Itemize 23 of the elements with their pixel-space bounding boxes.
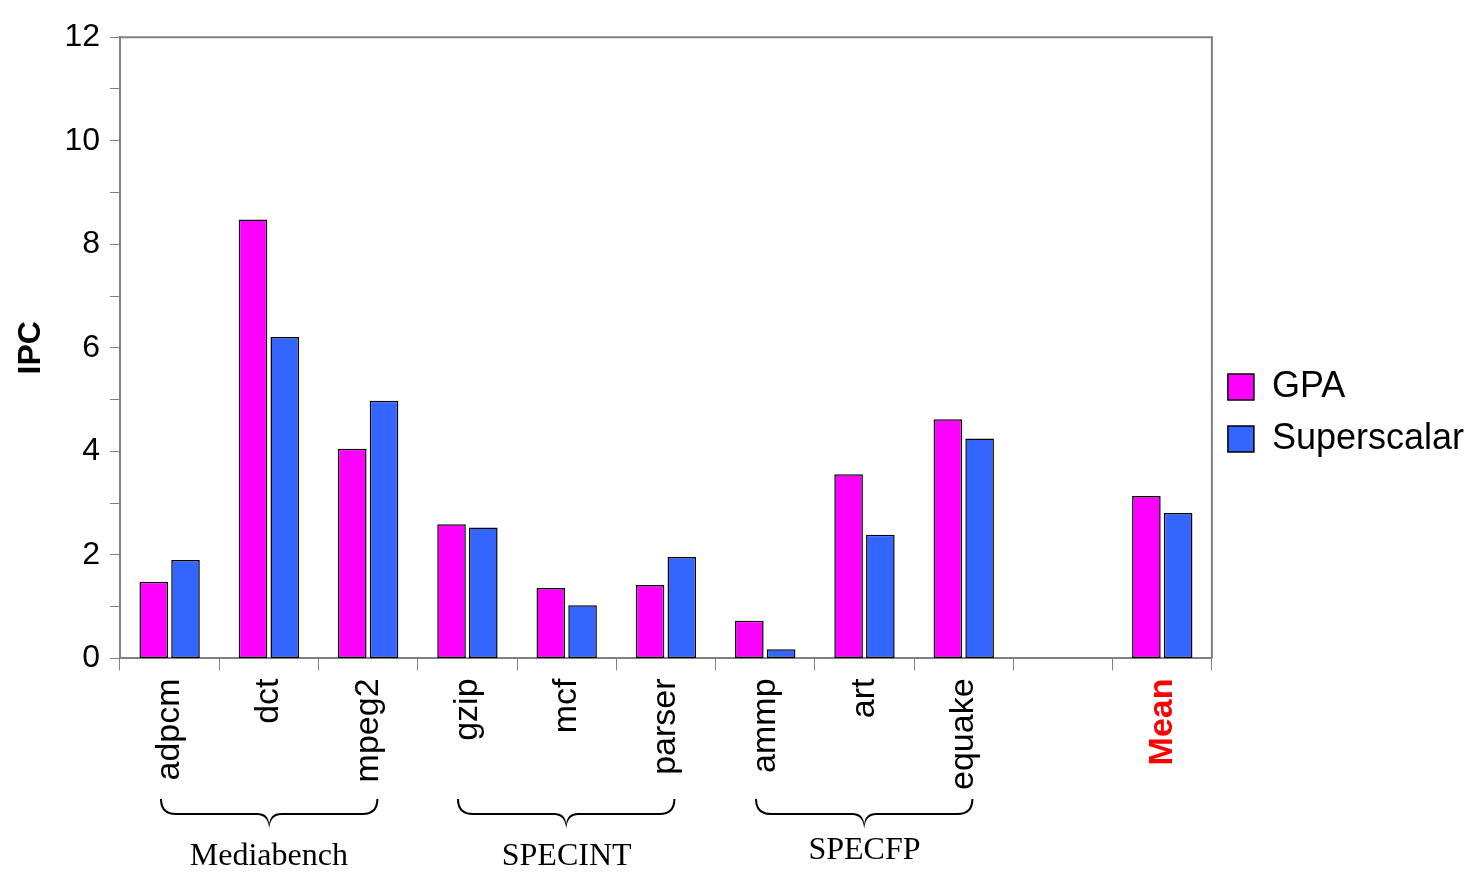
text: SPECFP [807, 830, 922, 867]
x-tick-label: mpeg2 [346, 678, 385, 783]
x-tick-label: adpcm [148, 678, 186, 781]
x-tick-label: equake [942, 678, 981, 790]
y-tick-label: 8 [82, 224, 100, 261]
legend-label: Superscalar [1271, 415, 1465, 457]
x-tick-label: Mean [1140, 678, 1179, 766]
x-tick-label: gzip [445, 678, 484, 741]
y-tick-label: 10 [64, 120, 100, 157]
y-tick-label: 0 [82, 638, 100, 675]
y-tick-label: 2 [82, 534, 100, 571]
x-tick-label: mcf [545, 677, 584, 734]
y-tick-label: 4 [82, 431, 100, 468]
legend-label: GPA [1271, 363, 1346, 405]
y-tick-label: 6 [82, 327, 100, 364]
x-tick-label: ammp [743, 678, 782, 773]
x-tick-label: parser [644, 678, 683, 775]
y-tick-label: 12 [64, 17, 100, 54]
text: Mediabench [188, 836, 349, 873]
x-tick-label: dct [247, 677, 286, 724]
text: SPECINT [500, 836, 633, 873]
y-axis-title: IPC [11, 321, 48, 375]
x-tick-label: art [842, 677, 881, 719]
